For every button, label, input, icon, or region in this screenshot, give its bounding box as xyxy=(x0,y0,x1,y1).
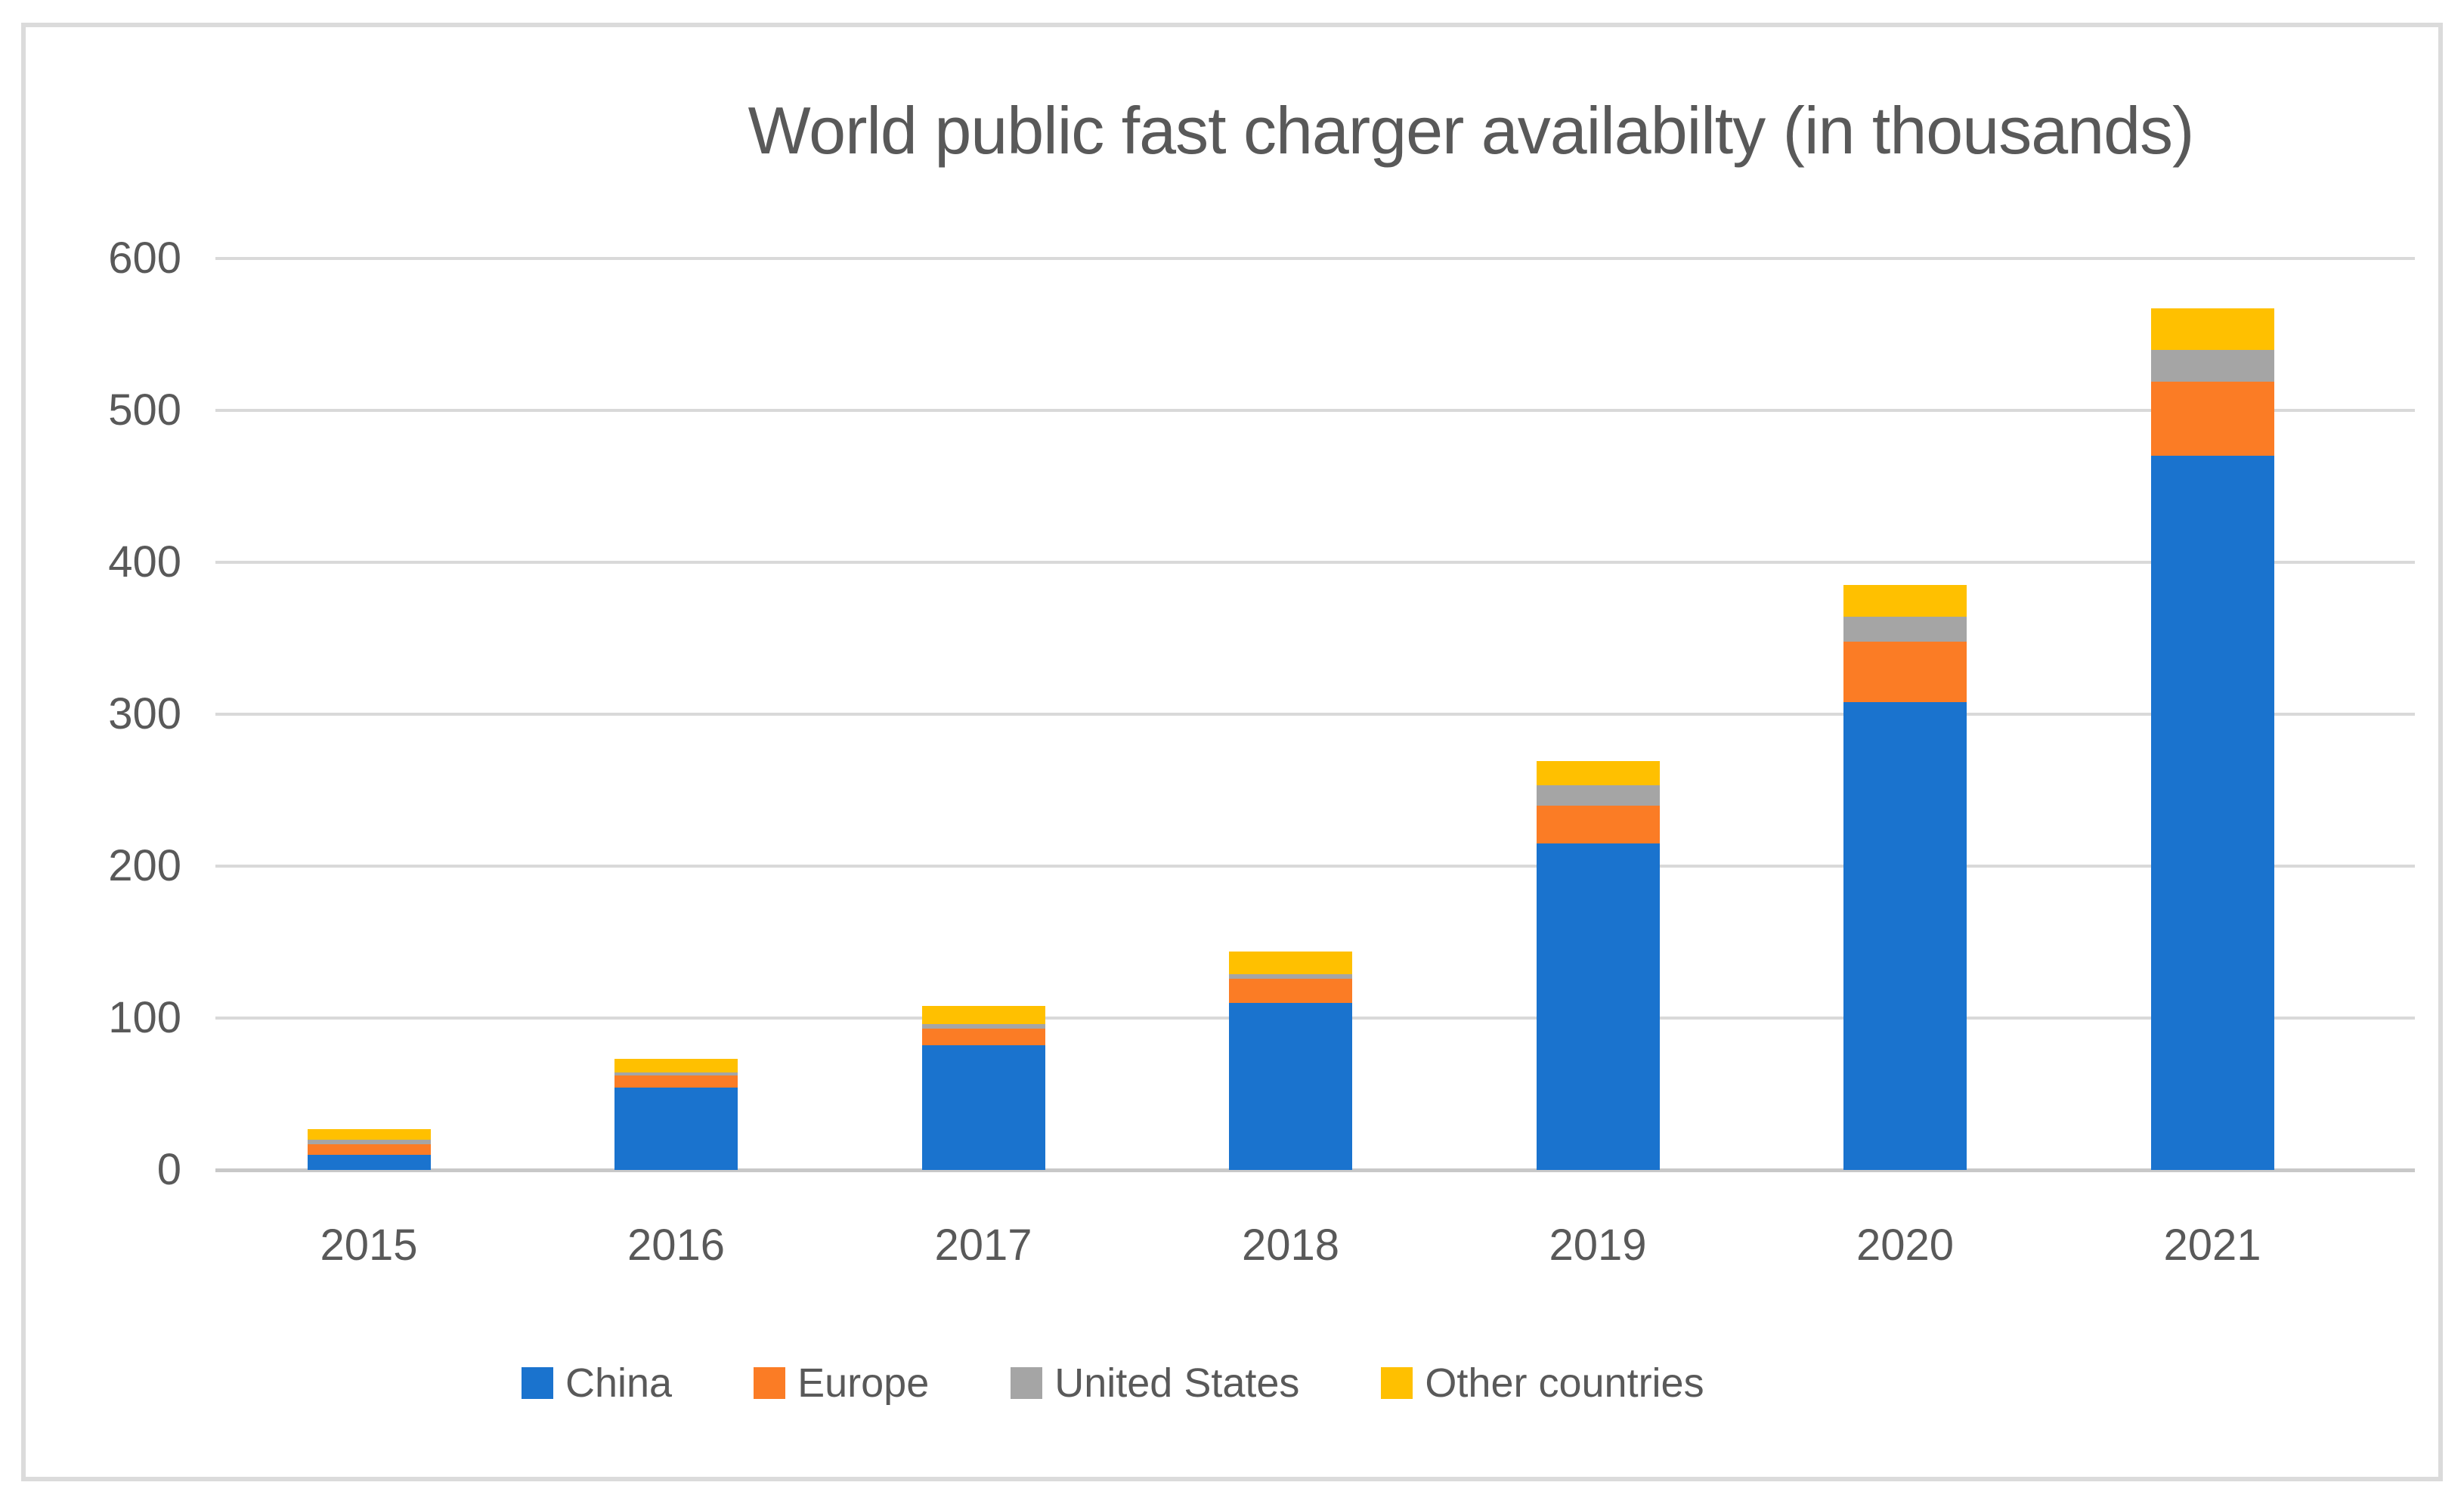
bar-segment-china-2018 xyxy=(1229,1002,1352,1170)
chart-outer-frame xyxy=(21,23,2443,1481)
legend-item-united-states: United States xyxy=(1011,1359,1299,1407)
legend-label-china: China xyxy=(565,1360,673,1406)
y-tick-label-200: 200 xyxy=(108,841,181,890)
y-tick-label-0: 0 xyxy=(156,1145,181,1194)
legend-swatch-united-states xyxy=(1011,1367,1043,1399)
bar-2018 xyxy=(1229,951,1352,1170)
bar-segment-united-states-2019 xyxy=(1536,785,1660,806)
bar-segment-other-countries-2016 xyxy=(614,1059,738,1073)
bar-2015 xyxy=(307,1128,431,1170)
x-tick-label-2020: 2020 xyxy=(1856,1221,1955,1270)
x-tick-label-2019: 2019 xyxy=(1549,1221,1647,1270)
bar-segment-other-countries-2018 xyxy=(1229,951,1352,974)
legend-label-other-countries: Other countries xyxy=(1425,1360,1704,1406)
bar-2020 xyxy=(1843,585,1967,1170)
bar-segment-united-states-2020 xyxy=(1843,617,1967,642)
bar-2021 xyxy=(2150,308,2274,1170)
x-tick-label-2016: 2016 xyxy=(627,1221,726,1270)
bar-segment-china-2020 xyxy=(1843,701,1967,1170)
legend-label-europe: Europe xyxy=(797,1360,930,1406)
bar-2019 xyxy=(1536,761,1660,1170)
bar-segment-united-states-2017 xyxy=(921,1024,1045,1029)
bar-segment-europe-2015 xyxy=(307,1143,431,1155)
bar-segment-europe-2018 xyxy=(1229,978,1352,1003)
bar-segment-united-states-2021 xyxy=(2150,349,2274,382)
x-tick-label-2021: 2021 xyxy=(2163,1221,2261,1270)
legend-label-united-states: United States xyxy=(1054,1360,1300,1406)
chart-title: World public fast charger availabilty (i… xyxy=(748,93,2195,168)
y-tick-label-500: 500 xyxy=(108,385,181,435)
bar-segment-other-countries-2019 xyxy=(1536,761,1660,786)
legend-item-europe: Europe xyxy=(754,1359,929,1407)
x-tick-label-2015: 2015 xyxy=(320,1221,418,1270)
gridline-300 xyxy=(215,713,2415,716)
bar-segment-europe-2017 xyxy=(921,1029,1045,1046)
bar-segment-other-countries-2020 xyxy=(1843,585,1967,617)
x-tick-label-2017: 2017 xyxy=(934,1221,1032,1270)
legend-swatch-china xyxy=(522,1367,553,1399)
bar-segment-china-2017 xyxy=(921,1045,1045,1170)
bar-segment-united-states-2018 xyxy=(1229,973,1352,979)
bar-segment-china-2016 xyxy=(614,1088,738,1170)
gridline-600 xyxy=(215,257,2415,260)
y-tick-label-100: 100 xyxy=(108,993,181,1042)
legend-swatch-other-countries xyxy=(1381,1367,1413,1399)
chart-legend: China Europe United States Other countries xyxy=(522,1359,1704,1407)
bar-segment-europe-2019 xyxy=(1536,805,1660,843)
bar-segment-other-countries-2017 xyxy=(921,1005,1045,1025)
bar-segment-china-2019 xyxy=(1536,843,1660,1170)
bar-segment-united-states-2015 xyxy=(307,1139,431,1144)
y-tick-label-600: 600 xyxy=(108,234,181,283)
y-tick-label-300: 300 xyxy=(108,689,181,738)
y-tick-label-400: 400 xyxy=(108,537,181,586)
bar-segment-europe-2021 xyxy=(2150,381,2274,456)
bar-segment-other-countries-2015 xyxy=(307,1128,431,1140)
bar-segment-europe-2016 xyxy=(614,1075,738,1088)
gridline-400 xyxy=(215,561,2415,564)
bar-2016 xyxy=(614,1059,738,1170)
legend-swatch-europe xyxy=(754,1367,786,1399)
legend-item-china: China xyxy=(522,1359,672,1407)
legend-item-other-countries: Other countries xyxy=(1381,1359,1704,1407)
bar-segment-china-2015 xyxy=(307,1154,431,1170)
gridline-200 xyxy=(215,865,2415,868)
bar-segment-united-states-2016 xyxy=(614,1072,738,1076)
bar-segment-other-countries-2021 xyxy=(2150,308,2274,350)
bar-2017 xyxy=(921,1005,1045,1170)
x-axis-line xyxy=(215,1168,2415,1172)
bar-segment-china-2021 xyxy=(2150,456,2274,1170)
gridline-500 xyxy=(215,409,2415,412)
bar-segment-europe-2020 xyxy=(1843,641,1967,702)
x-tick-label-2018: 2018 xyxy=(1241,1221,1340,1270)
